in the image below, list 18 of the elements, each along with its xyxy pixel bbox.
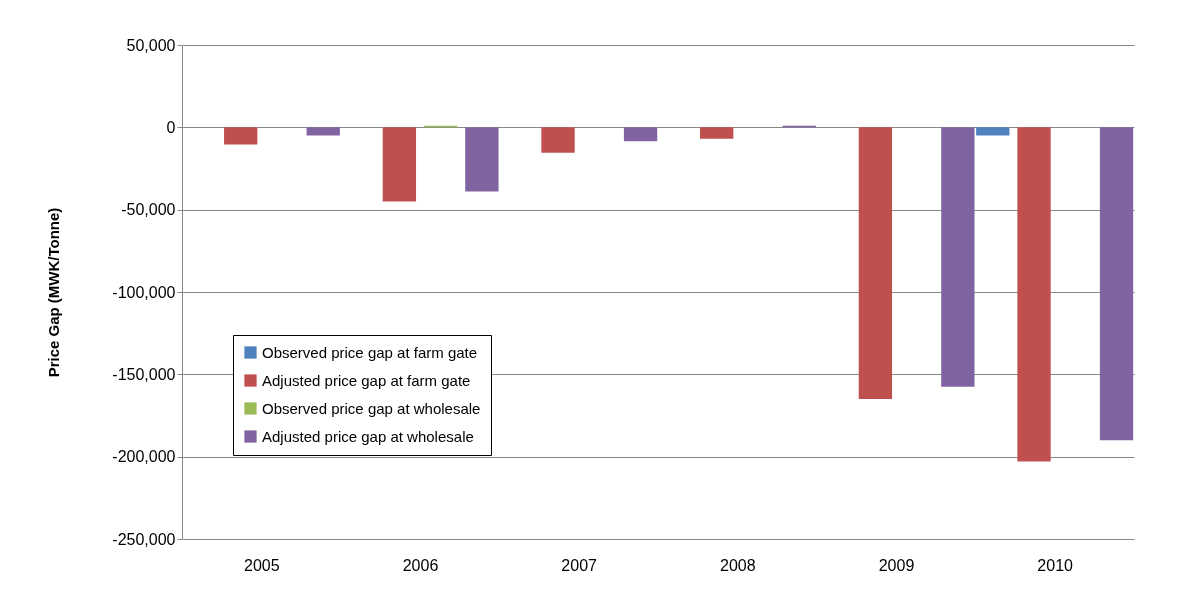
x-tick-label: 2006	[402, 556, 439, 574]
legend-label: Adjusted price gap at farm gate	[262, 371, 471, 389]
y-tick-label: 50,000	[126, 36, 176, 54]
y-tick-label: -100,000	[112, 283, 176, 301]
y-tick-label: 0	[166, 118, 176, 136]
x-tick-label: 2009	[878, 556, 915, 574]
x-tick-label: 2008	[720, 556, 756, 574]
legend-label: Adjusted price gap at wholesale	[262, 427, 474, 445]
legend-label: Observed price gap at wholesale	[262, 399, 481, 417]
y-tick-label: -50,000	[121, 201, 176, 219]
x-tick-label: 2007	[561, 556, 598, 574]
x-tick-label: 2010	[1037, 556, 1074, 574]
x-tick-label: 2005	[244, 556, 280, 574]
y-axis-title: Price Gap (MWK/Tonne)	[45, 207, 63, 378]
y-tick-label: -250,000	[112, 530, 176, 548]
legend-label: Observed price gap at farm gate	[262, 343, 478, 361]
y-tick-label: -150,000	[112, 365, 176, 383]
y-tick-label: -200,000	[112, 448, 176, 466]
